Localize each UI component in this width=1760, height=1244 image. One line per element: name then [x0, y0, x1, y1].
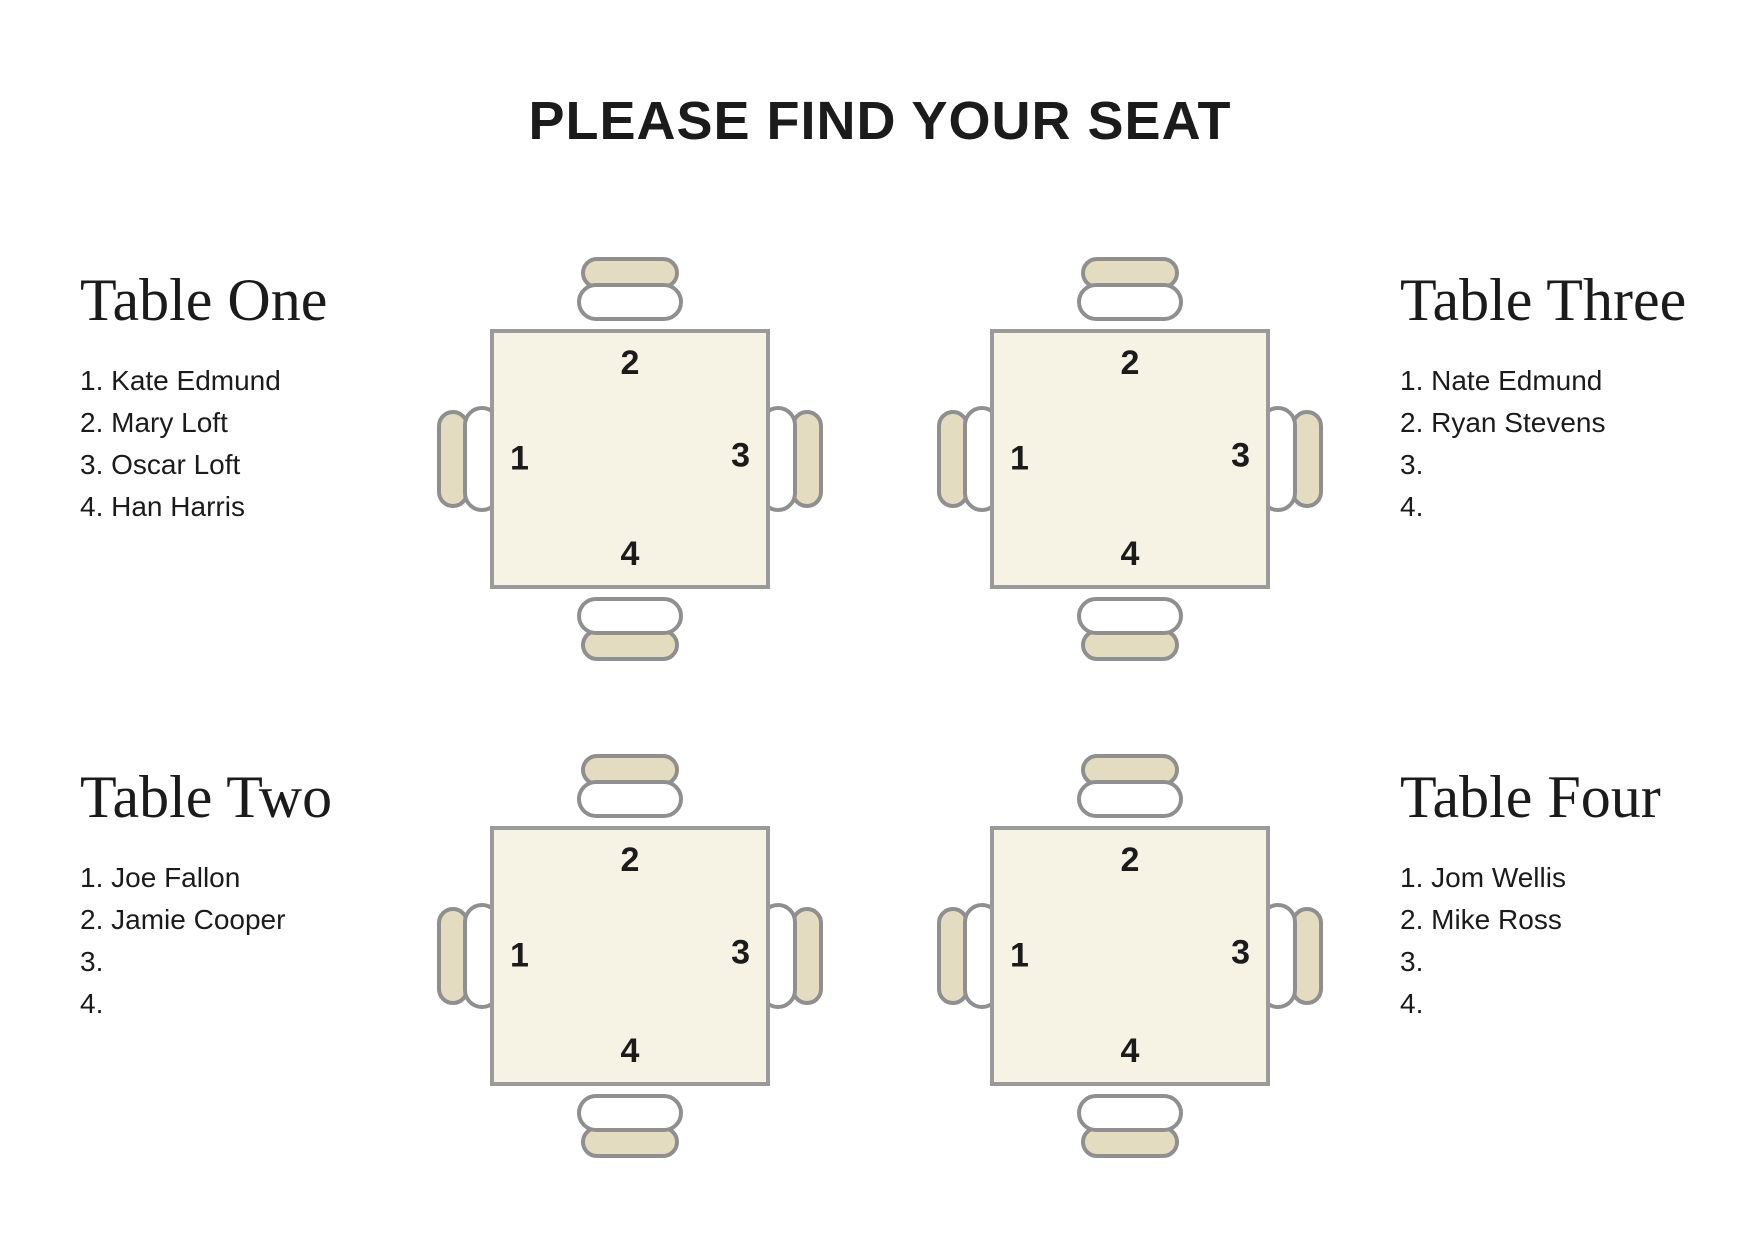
guest-num: 3. — [1400, 449, 1423, 480]
chair-icon — [575, 595, 685, 663]
guest-row: 4. — [1400, 486, 1680, 528]
guest-name: Jamie Cooper — [111, 904, 285, 935]
seat-number: 4 — [1121, 1032, 1140, 1071]
table-cell: 1 2 3 4 — [380, 727, 880, 1184]
guest-name: Joe Fallon — [111, 862, 240, 893]
seat-number: 4 — [621, 535, 640, 574]
table-name: Table Four — [1400, 767, 1680, 827]
guest-row: 3. — [1400, 444, 1680, 486]
table-name: Table Two — [80, 767, 380, 827]
guest-row: 2. Jamie Cooper — [80, 899, 380, 941]
table-label-block: Table One 1. Kate Edmund 2. Mary Loft 3.… — [80, 230, 380, 687]
table-label-block: Table Two 1. Joe Fallon 2. Jamie Cooper … — [80, 727, 380, 1184]
guest-row: 3. Oscar Loft — [80, 444, 380, 486]
guest-name: Kate Edmund — [111, 365, 281, 396]
guest-num: 2. — [1400, 904, 1423, 935]
guest-name: Oscar Loft — [111, 449, 240, 480]
guest-num: 4. — [80, 988, 103, 1019]
chair-icon — [575, 1092, 685, 1160]
guest-name: Nate Edmund — [1431, 365, 1602, 396]
guest-row: 1. Joe Fallon — [80, 857, 380, 899]
seat-number: 2 — [621, 344, 640, 383]
table-name: Table One — [80, 270, 380, 330]
chair-icon — [575, 752, 685, 820]
guest-row: 1. Kate Edmund — [80, 360, 380, 402]
guest-num: 2. — [80, 407, 103, 438]
seat-number: 1 — [1010, 439, 1029, 478]
guest-num: 1. — [1400, 365, 1423, 396]
chair-icon — [1075, 752, 1185, 820]
chair-icon — [1075, 595, 1185, 663]
seat-number: 3 — [1231, 436, 1250, 475]
guest-row: 4. — [1400, 983, 1680, 1025]
table-unit: 1 2 3 4 — [920, 746, 1340, 1166]
guest-num: 2. — [80, 904, 103, 935]
guest-row: 2. Mike Ross — [1400, 899, 1680, 941]
seat-number: 2 — [1121, 344, 1140, 383]
table-cell: 1 2 3 4 — [880, 230, 1380, 687]
seat-number: 4 — [621, 1032, 640, 1071]
guest-num: 3. — [80, 449, 103, 480]
guest-num: 1. — [1400, 862, 1423, 893]
guest-num: 1. — [80, 365, 103, 396]
guest-row: 3. — [1400, 941, 1680, 983]
seat-number: 1 — [510, 439, 529, 478]
seat-number: 3 — [1231, 933, 1250, 972]
guest-num: 4. — [80, 491, 103, 522]
chair-icon — [1075, 255, 1185, 323]
seat-number: 3 — [731, 436, 750, 475]
page-title: PLEASE FIND YOUR SEAT — [0, 90, 1760, 152]
table-cell: 1 2 3 4 — [380, 230, 880, 687]
table-unit: 1 2 3 4 — [420, 746, 840, 1166]
seat-number: 2 — [1121, 841, 1140, 880]
guest-num: 3. — [80, 946, 103, 977]
guest-list: 1. Jom Wellis 2. Mike Ross 3. 4. — [1400, 857, 1680, 1025]
guest-row: 2. Ryan Stevens — [1400, 402, 1680, 444]
table-name: Table Three — [1400, 270, 1680, 330]
table-label-block: Table Three 1. Nate Edmund 2. Ryan Steve… — [1380, 230, 1680, 687]
guest-name: Mary Loft — [111, 407, 228, 438]
table-cell: 1 2 3 4 — [880, 727, 1380, 1184]
seat-number: 3 — [731, 933, 750, 972]
chair-icon — [1075, 1092, 1185, 1160]
guest-num: 2. — [1400, 407, 1423, 438]
seat-number: 4 — [1121, 535, 1140, 574]
guest-row: 1. Jom Wellis — [1400, 857, 1680, 899]
seat-number: 1 — [1010, 936, 1029, 975]
guest-row: 1. Nate Edmund — [1400, 360, 1680, 402]
guest-list: 1. Nate Edmund 2. Ryan Stevens 3. 4. — [1400, 360, 1680, 528]
seat-number: 1 — [510, 936, 529, 975]
guest-list: 1. Kate Edmund 2. Mary Loft 3. Oscar Lof… — [80, 360, 380, 528]
guest-num: 4. — [1400, 988, 1423, 1019]
guest-num: 1. — [80, 862, 103, 893]
guest-row: 4. Han Harris — [80, 486, 380, 528]
guest-row: 2. Mary Loft — [80, 402, 380, 444]
table-unit: 1 2 3 4 — [920, 249, 1340, 669]
chair-icon — [575, 255, 685, 323]
guest-name: Jom Wellis — [1431, 862, 1566, 893]
guest-num: 3. — [1400, 946, 1423, 977]
guest-num: 4. — [1400, 491, 1423, 522]
guest-name: Mike Ross — [1431, 904, 1562, 935]
seating-grid: Table One 1. Kate Edmund 2. Mary Loft 3.… — [80, 230, 1680, 1184]
guest-row: 3. — [80, 941, 380, 983]
guest-row: 4. — [80, 983, 380, 1025]
guest-name: Ryan Stevens — [1431, 407, 1605, 438]
guest-name: Han Harris — [111, 491, 245, 522]
table-unit: 1 2 3 4 — [420, 249, 840, 669]
seat-number: 2 — [621, 841, 640, 880]
guest-list: 1. Joe Fallon 2. Jamie Cooper 3. 4. — [80, 857, 380, 1025]
table-label-block: Table Four 1. Jom Wellis 2. Mike Ross 3.… — [1380, 727, 1680, 1184]
